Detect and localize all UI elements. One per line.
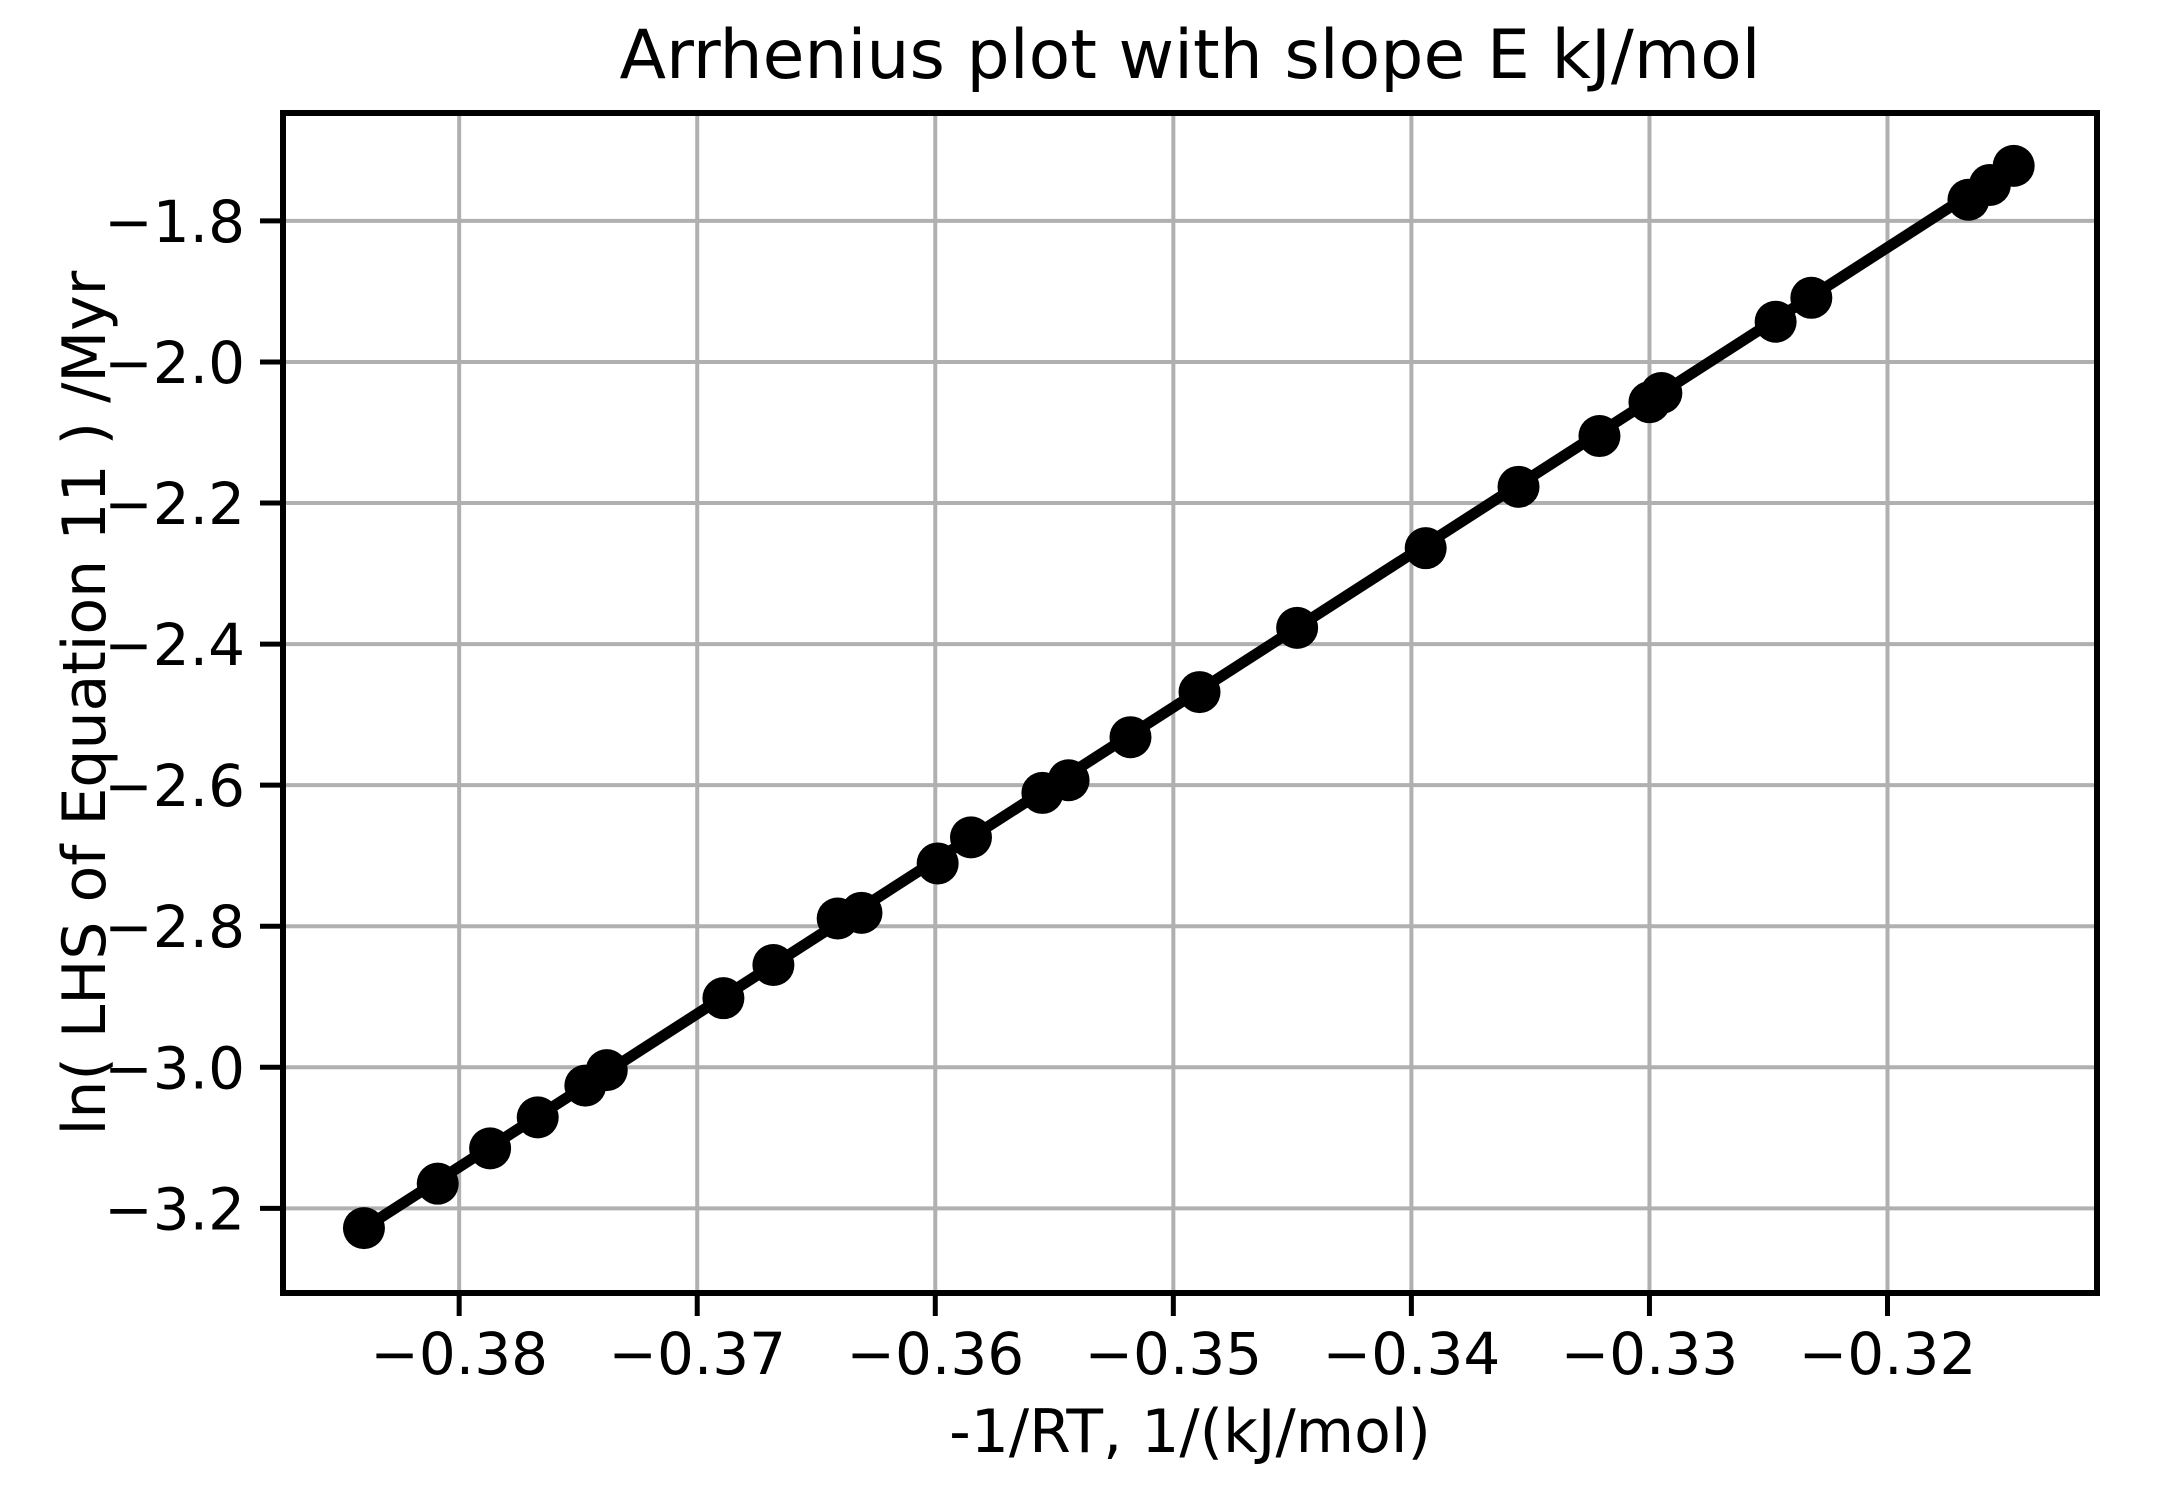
data-point — [1047, 759, 1090, 802]
data-point — [342, 1207, 385, 1250]
data-point — [1109, 716, 1152, 759]
x-tick-label: −0.38 — [370, 1320, 548, 1388]
y-tick-label: −2.4 — [104, 611, 245, 679]
data-point — [949, 816, 992, 859]
data-point — [1640, 372, 1683, 415]
data-point — [916, 842, 959, 885]
y-tick-label: −2.8 — [104, 893, 245, 961]
data-point — [702, 977, 745, 1020]
x-axis-label: -1/RT, 1/(kJ/mol) — [949, 1397, 1431, 1467]
data-point — [1992, 144, 2035, 187]
y-tick-label: −3.2 — [104, 1175, 245, 1243]
grid-lines — [283, 113, 2097, 1293]
y-tick-label: −1.8 — [104, 188, 245, 256]
axes — [260, 110, 2100, 1316]
data-series — [342, 144, 2035, 1250]
y-tick-label: −2.2 — [104, 470, 245, 538]
tick-labels: −0.38 −0.37 −0.36 −0.35 −0.34 −0.33 −0.32 −1.8 −… — [104, 188, 1976, 1388]
chart-title: Arrhenius plot with slope E kJ/mol — [619, 16, 1760, 95]
data-point — [585, 1049, 628, 1092]
data-point — [1790, 276, 1833, 319]
data-point — [1754, 300, 1797, 343]
data-point — [1578, 415, 1621, 458]
data-point — [1404, 527, 1447, 570]
data-point — [416, 1162, 459, 1205]
x-tick-label: −0.32 — [1799, 1320, 1977, 1388]
x-tick-label: −0.34 — [1323, 1320, 1501, 1388]
data-point — [1497, 465, 1540, 508]
x-tick-label: −0.36 — [846, 1320, 1024, 1388]
x-tick-label: −0.35 — [1084, 1320, 1262, 1388]
y-tick-label: −2.6 — [104, 752, 245, 820]
data-point — [1178, 671, 1221, 714]
data-point — [469, 1127, 512, 1170]
y-tick-label: −2.0 — [104, 329, 245, 397]
x-tick-label: −0.37 — [608, 1320, 786, 1388]
y-axis-label: ln( LHS of Equation 11 ) /Myr — [50, 270, 120, 1135]
data-point — [840, 891, 883, 934]
data-point — [752, 944, 795, 987]
data-point — [1276, 606, 1319, 649]
x-tick-label: −0.33 — [1561, 1320, 1739, 1388]
data-point — [516, 1096, 559, 1139]
y-tick-label: −3.0 — [104, 1034, 245, 1102]
plot-border — [280, 110, 2100, 1296]
